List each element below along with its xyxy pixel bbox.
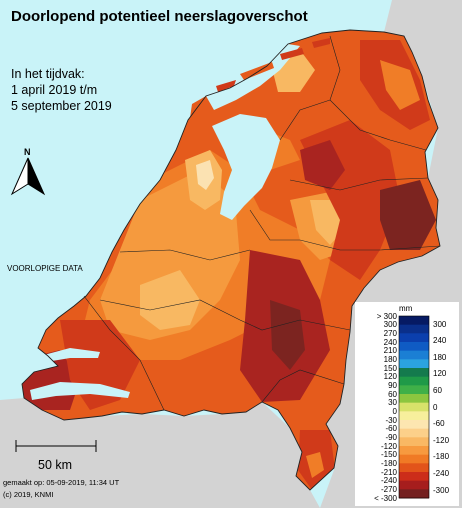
legend-left-tick: -120 <box>380 441 397 451</box>
ijsselmeer <box>212 114 280 220</box>
legend-unit: mm <box>399 304 413 313</box>
legend-swatch <box>399 420 429 430</box>
wadden-sea <box>206 44 300 110</box>
period-block: In het tijdvak: 1 april 2019 t/m 5 septe… <box>11 66 112 114</box>
legend-left-tick: 150 <box>383 363 397 373</box>
legend-left-tick: 300 <box>383 320 397 330</box>
legend-swatch <box>399 437 429 447</box>
legend-swatch <box>399 411 429 421</box>
legend-right-tick: 180 <box>433 352 447 362</box>
color-legend: mm > 300 300 270 240 210 180 150 120 90 60 30 0 -30-… <box>355 302 459 506</box>
legend-swatch <box>399 368 429 378</box>
legend-swatch <box>399 428 429 438</box>
legend-swatch <box>399 480 429 490</box>
copyright-label: (c) 2019, KNMI <box>3 490 54 499</box>
legend-right-tick: -60 <box>433 419 445 429</box>
period-line-2: 1 april 2019 t/m <box>11 83 98 97</box>
ameland <box>280 48 304 60</box>
legend-right-tick: 120 <box>433 369 447 379</box>
legend-left-tick: -180 <box>380 458 397 468</box>
legend-left-tick: -210 <box>380 467 397 477</box>
westerschelde <box>30 382 130 400</box>
legend-color-bar <box>398 315 430 499</box>
legend-right-tick: -120 <box>433 435 450 445</box>
legend-right-tick: 240 <box>433 336 447 346</box>
legend-left-tick: -90 <box>385 432 397 442</box>
legend-left-tick: > 300 <box>376 311 397 321</box>
map-title: Doorlopend potentieel neerslagoverschot <box>11 8 308 25</box>
legend-right-tick: 0 <box>433 402 438 412</box>
legend-left-tick: 210 <box>383 346 397 356</box>
made-on-label: gemaakt op: 05-09-2019, 11:34 UT <box>3 478 120 487</box>
scale-bar <box>15 440 97 452</box>
legend-left-tick: 180 <box>383 354 397 364</box>
legend-left-tick: 30 <box>388 398 397 408</box>
legend-left-tick: < -300 <box>374 493 397 503</box>
legend-swatch <box>399 333 429 343</box>
legend-swatch <box>399 394 429 404</box>
legend-swatch <box>399 342 429 352</box>
belgium-land <box>0 398 320 508</box>
legend-swatch <box>399 489 429 499</box>
texel <box>190 96 212 126</box>
legend-left-tick: -270 <box>380 484 397 494</box>
legend-swatch <box>399 454 429 464</box>
legend-left-tick: 240 <box>383 337 397 347</box>
legend-swatch <box>399 402 429 412</box>
legend-right-tick: -240 <box>433 468 450 478</box>
legend-right-tick: -300 <box>433 485 450 495</box>
vlieland <box>216 80 236 92</box>
legend-swatch <box>399 385 429 395</box>
period-line-1: In het tijdvak: <box>11 67 85 81</box>
scale-bar-label: 50 km <box>38 458 73 472</box>
legend-swatch <box>399 350 429 360</box>
legend-left-tick: -30 <box>385 415 397 425</box>
legend-swatch <box>399 359 429 369</box>
legend-left-tick: 60 <box>388 389 397 399</box>
oosterschelde <box>40 348 100 362</box>
legend-swatch <box>399 446 429 456</box>
legend-swatch <box>399 316 429 326</box>
legend-swatch <box>399 463 429 473</box>
legend-swatch <box>399 472 429 482</box>
legend-left-tick: 90 <box>388 380 397 390</box>
legend-left-tick: 120 <box>383 372 397 382</box>
legend-left-tick: 0 <box>392 406 397 416</box>
schiermonnikoog <box>312 38 330 48</box>
preliminary-data-label: VOORLOPIGE DATA <box>7 264 83 273</box>
legend-left-tick: -60 <box>385 424 397 434</box>
legend-left-tick: -240 <box>380 476 397 486</box>
legend-frame <box>398 315 430 499</box>
legend-right-tick: 300 <box>433 319 447 329</box>
legend-left-tick: -150 <box>380 450 397 460</box>
legend-left-tick: 270 <box>383 328 397 338</box>
province-borders <box>83 35 441 411</box>
legend-swatch <box>399 376 429 386</box>
north-arrow-icon <box>10 157 46 196</box>
north-label: N <box>24 147 31 157</box>
legend-right-tick: -180 <box>433 452 450 462</box>
legend-swatch <box>399 324 429 334</box>
legend-right-tick: 60 <box>433 385 442 395</box>
period-line-3: 5 september 2019 <box>11 99 112 113</box>
